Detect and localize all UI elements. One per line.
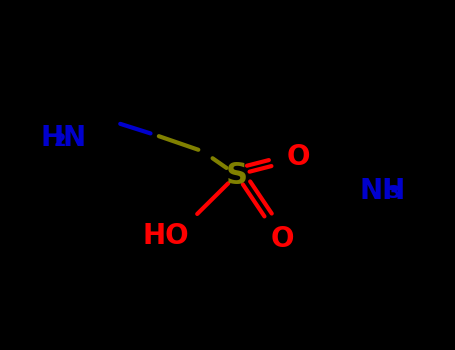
Text: 3: 3 <box>388 184 400 202</box>
Text: HO: HO <box>143 222 189 250</box>
Text: N: N <box>63 124 86 152</box>
Text: O: O <box>286 144 310 172</box>
Text: NH: NH <box>359 177 406 205</box>
Text: 2: 2 <box>54 132 66 150</box>
Text: H: H <box>41 124 64 152</box>
Text: S: S <box>226 161 248 189</box>
Text: O: O <box>270 225 294 253</box>
